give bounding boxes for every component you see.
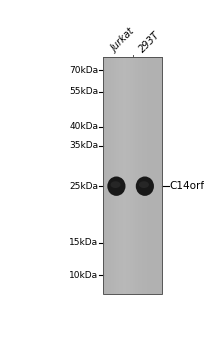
Bar: [131, 57, 132, 294]
Bar: [116, 57, 117, 294]
Bar: [126, 57, 127, 294]
Ellipse shape: [111, 181, 121, 188]
Text: 70kDa: 70kDa: [69, 66, 98, 75]
Bar: [130, 57, 131, 294]
Text: Jurkat: Jurkat: [109, 27, 136, 54]
Bar: [150, 57, 152, 294]
Bar: [117, 57, 118, 294]
Bar: [125, 57, 126, 294]
Bar: [121, 57, 122, 294]
Bar: [107, 57, 108, 294]
Bar: [123, 57, 124, 294]
Bar: [147, 57, 149, 294]
Text: 15kDa: 15kDa: [69, 238, 98, 247]
Bar: [153, 57, 154, 294]
Bar: [111, 57, 112, 294]
Bar: [134, 57, 135, 294]
Bar: [161, 57, 162, 294]
Bar: [114, 57, 115, 294]
Bar: [136, 57, 138, 294]
Text: 40kDa: 40kDa: [69, 122, 98, 131]
Text: 35kDa: 35kDa: [69, 141, 98, 150]
Text: C14orf166: C14orf166: [169, 181, 204, 191]
Bar: [127, 57, 128, 294]
Bar: [151, 57, 153, 294]
Bar: [152, 57, 154, 294]
Bar: [132, 57, 133, 294]
Text: 25kDa: 25kDa: [69, 182, 98, 191]
Ellipse shape: [139, 181, 149, 188]
Bar: [145, 57, 147, 294]
Bar: [141, 57, 142, 294]
Bar: [115, 57, 116, 294]
Bar: [112, 57, 113, 294]
Bar: [103, 57, 104, 294]
Bar: [149, 57, 150, 294]
Bar: [113, 57, 114, 294]
Bar: [122, 57, 123, 294]
Bar: [142, 57, 144, 294]
Bar: [146, 57, 147, 294]
Bar: [124, 57, 125, 294]
Bar: [136, 57, 137, 294]
Bar: [120, 57, 121, 294]
Bar: [142, 57, 143, 294]
Bar: [156, 57, 157, 294]
Bar: [118, 57, 119, 294]
Bar: [104, 57, 105, 294]
Bar: [137, 57, 139, 294]
Bar: [133, 57, 134, 294]
Bar: [119, 57, 120, 294]
Bar: [105, 57, 106, 294]
Bar: [106, 57, 107, 294]
Bar: [144, 57, 146, 294]
Text: 10kDa: 10kDa: [69, 271, 98, 280]
Bar: [140, 57, 141, 294]
Bar: [109, 57, 110, 294]
Bar: [159, 57, 160, 294]
Bar: [154, 57, 155, 294]
Bar: [128, 57, 129, 294]
Text: 293T: 293T: [138, 29, 162, 54]
Bar: [129, 57, 130, 294]
Bar: [143, 57, 145, 294]
Ellipse shape: [107, 176, 125, 196]
Bar: [110, 57, 111, 294]
Bar: [158, 57, 160, 294]
Bar: [155, 57, 156, 294]
Text: 55kDa: 55kDa: [69, 88, 98, 96]
Bar: [149, 57, 151, 294]
Bar: [160, 57, 161, 294]
Bar: [139, 57, 140, 294]
Ellipse shape: [136, 176, 154, 196]
Bar: [157, 57, 159, 294]
Bar: [135, 57, 136, 294]
Bar: [103, 57, 162, 294]
Bar: [108, 57, 109, 294]
